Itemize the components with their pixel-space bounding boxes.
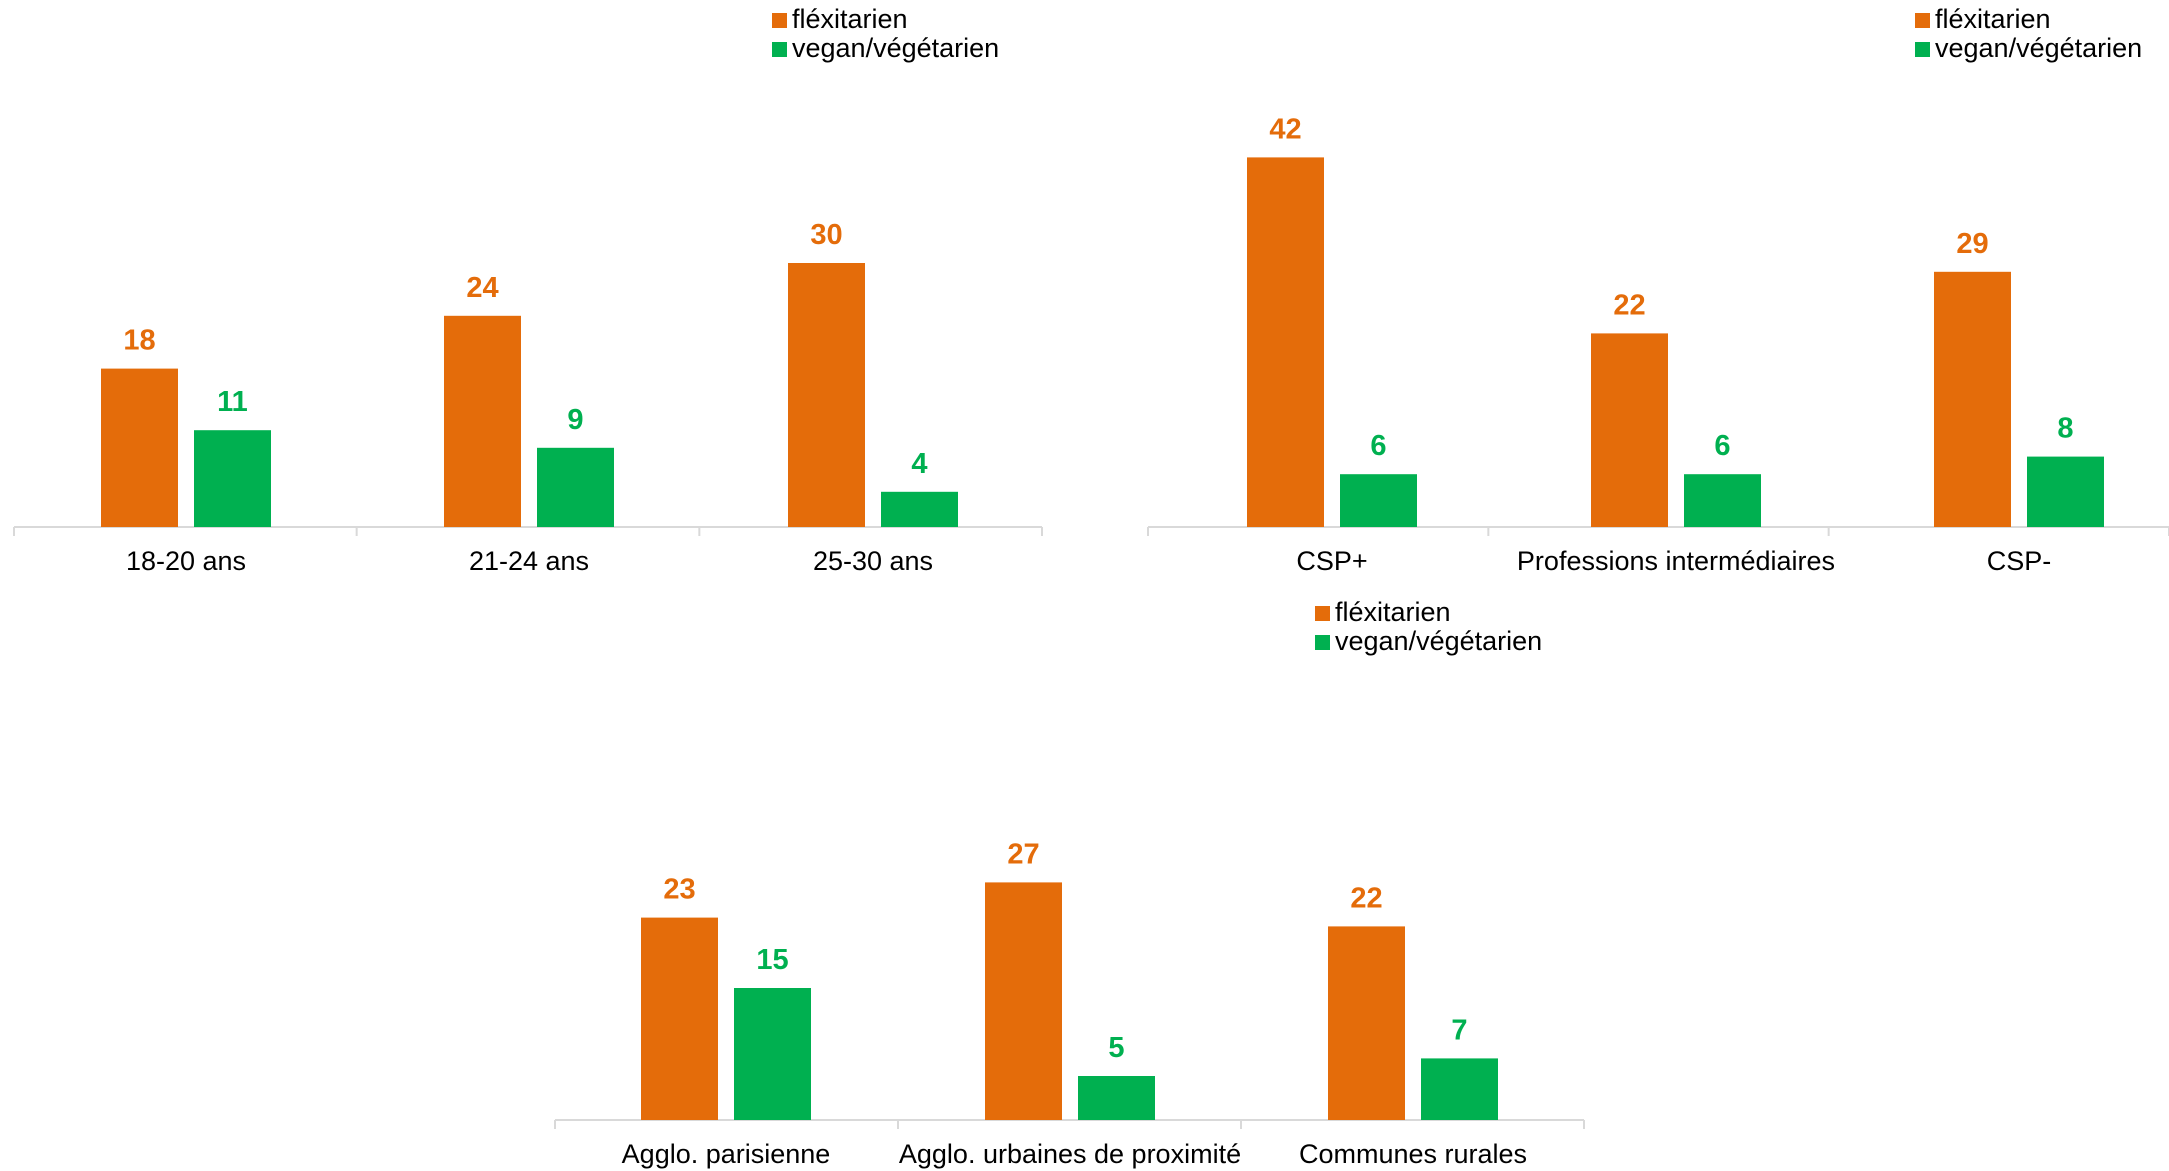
bar-chart-2: 42 6 CSP+ 22 6 Professions intermédiaires 29 8 C… — [1147, 4, 2169, 576]
category-label: Communes rurales — [1299, 1139, 1527, 1169]
bar-flexitarien[interactable] — [1247, 157, 1324, 527]
bar-flexitarien[interactable] — [641, 917, 718, 1120]
legend-swatch-flexitarien — [772, 13, 787, 28]
category-label: Agglo. urbaines de proximité — [899, 1139, 1241, 1169]
data-label-flexitarien: 18 — [123, 325, 155, 357]
bar-flexitarien[interactable] — [1934, 271, 2011, 527]
legend-swatch-vegan — [772, 42, 787, 57]
data-label-vegan: 5 — [1108, 1032, 1124, 1064]
legend-label-vegan: vegan/végétarien — [1935, 33, 2142, 63]
bar-vegan[interactable] — [881, 491, 958, 527]
category-label: 25-30 ans — [813, 546, 933, 576]
data-label-flexitarien: 42 — [1269, 113, 1301, 145]
bar-vegan[interactable] — [194, 430, 271, 527]
bar-flexitarien[interactable] — [1328, 926, 1405, 1120]
bar-chart-3: 23 15 Agglo. parisienne 27 5 Agglo. urbaines … — [554, 597, 1585, 1169]
category-label: CSP+ — [1296, 546, 1367, 576]
data-label-vegan: 4 — [911, 448, 927, 480]
legend-swatch-vegan — [1315, 635, 1330, 650]
data-label-vegan: 7 — [1451, 1014, 1467, 1046]
legend-label-vegan: vegan/végétarien — [1335, 626, 1542, 656]
data-label-flexitarien: 22 — [1350, 882, 1382, 914]
bar-flexitarien[interactable] — [985, 882, 1062, 1120]
data-label-vegan: 6 — [1370, 430, 1386, 462]
category-label: 18-20 ans — [126, 546, 246, 576]
legend-swatch-vegan — [1915, 42, 1930, 57]
bar-vegan[interactable] — [1684, 474, 1761, 527]
legend-label-vegan: vegan/végétarien — [792, 33, 999, 63]
bar-vegan[interactable] — [2027, 456, 2104, 527]
data-label-flexitarien: 24 — [466, 272, 498, 304]
data-label-vegan: 11 — [217, 386, 248, 418]
data-label-vegan: 6 — [1714, 430, 1730, 462]
data-label-flexitarien: 29 — [1956, 228, 1988, 260]
data-label-vegan: 15 — [756, 944, 788, 976]
bar-chart-1: 18 11 18-20 ans 24 9 21-24 ans 30 4 25-30 ans flé… — [13, 4, 1043, 576]
legend-swatch-flexitarien — [1315, 606, 1330, 621]
bar-vegan[interactable] — [1421, 1058, 1498, 1120]
legend-label-flexitarien: fléxitarien — [792, 4, 908, 34]
category-label: CSP- — [1987, 546, 2052, 576]
bar-flexitarien[interactable] — [101, 368, 178, 527]
bar-vegan[interactable] — [734, 988, 811, 1120]
bar-vegan[interactable] — [1078, 1076, 1155, 1120]
data-label-flexitarien: 23 — [663, 874, 695, 906]
legend-label-flexitarien: fléxitarien — [1335, 597, 1451, 627]
category-label: 21-24 ans — [469, 546, 589, 576]
data-label-flexitarien: 27 — [1007, 838, 1039, 870]
bar-vegan[interactable] — [1340, 474, 1417, 527]
data-label-flexitarien: 22 — [1613, 289, 1645, 321]
bar-vegan[interactable] — [537, 447, 614, 527]
legend-swatch-flexitarien — [1915, 13, 1930, 28]
bar-flexitarien[interactable] — [1591, 333, 1668, 527]
category-label: Agglo. parisienne — [622, 1139, 831, 1169]
category-label: Professions intermédiaires — [1517, 546, 1835, 576]
data-label-flexitarien: 30 — [810, 219, 842, 251]
legend-label-flexitarien: fléxitarien — [1935, 4, 2051, 34]
bar-flexitarien[interactable] — [444, 315, 521, 527]
data-label-vegan: 8 — [2057, 413, 2073, 445]
data-label-vegan: 9 — [567, 404, 583, 436]
bar-flexitarien[interactable] — [788, 263, 865, 527]
